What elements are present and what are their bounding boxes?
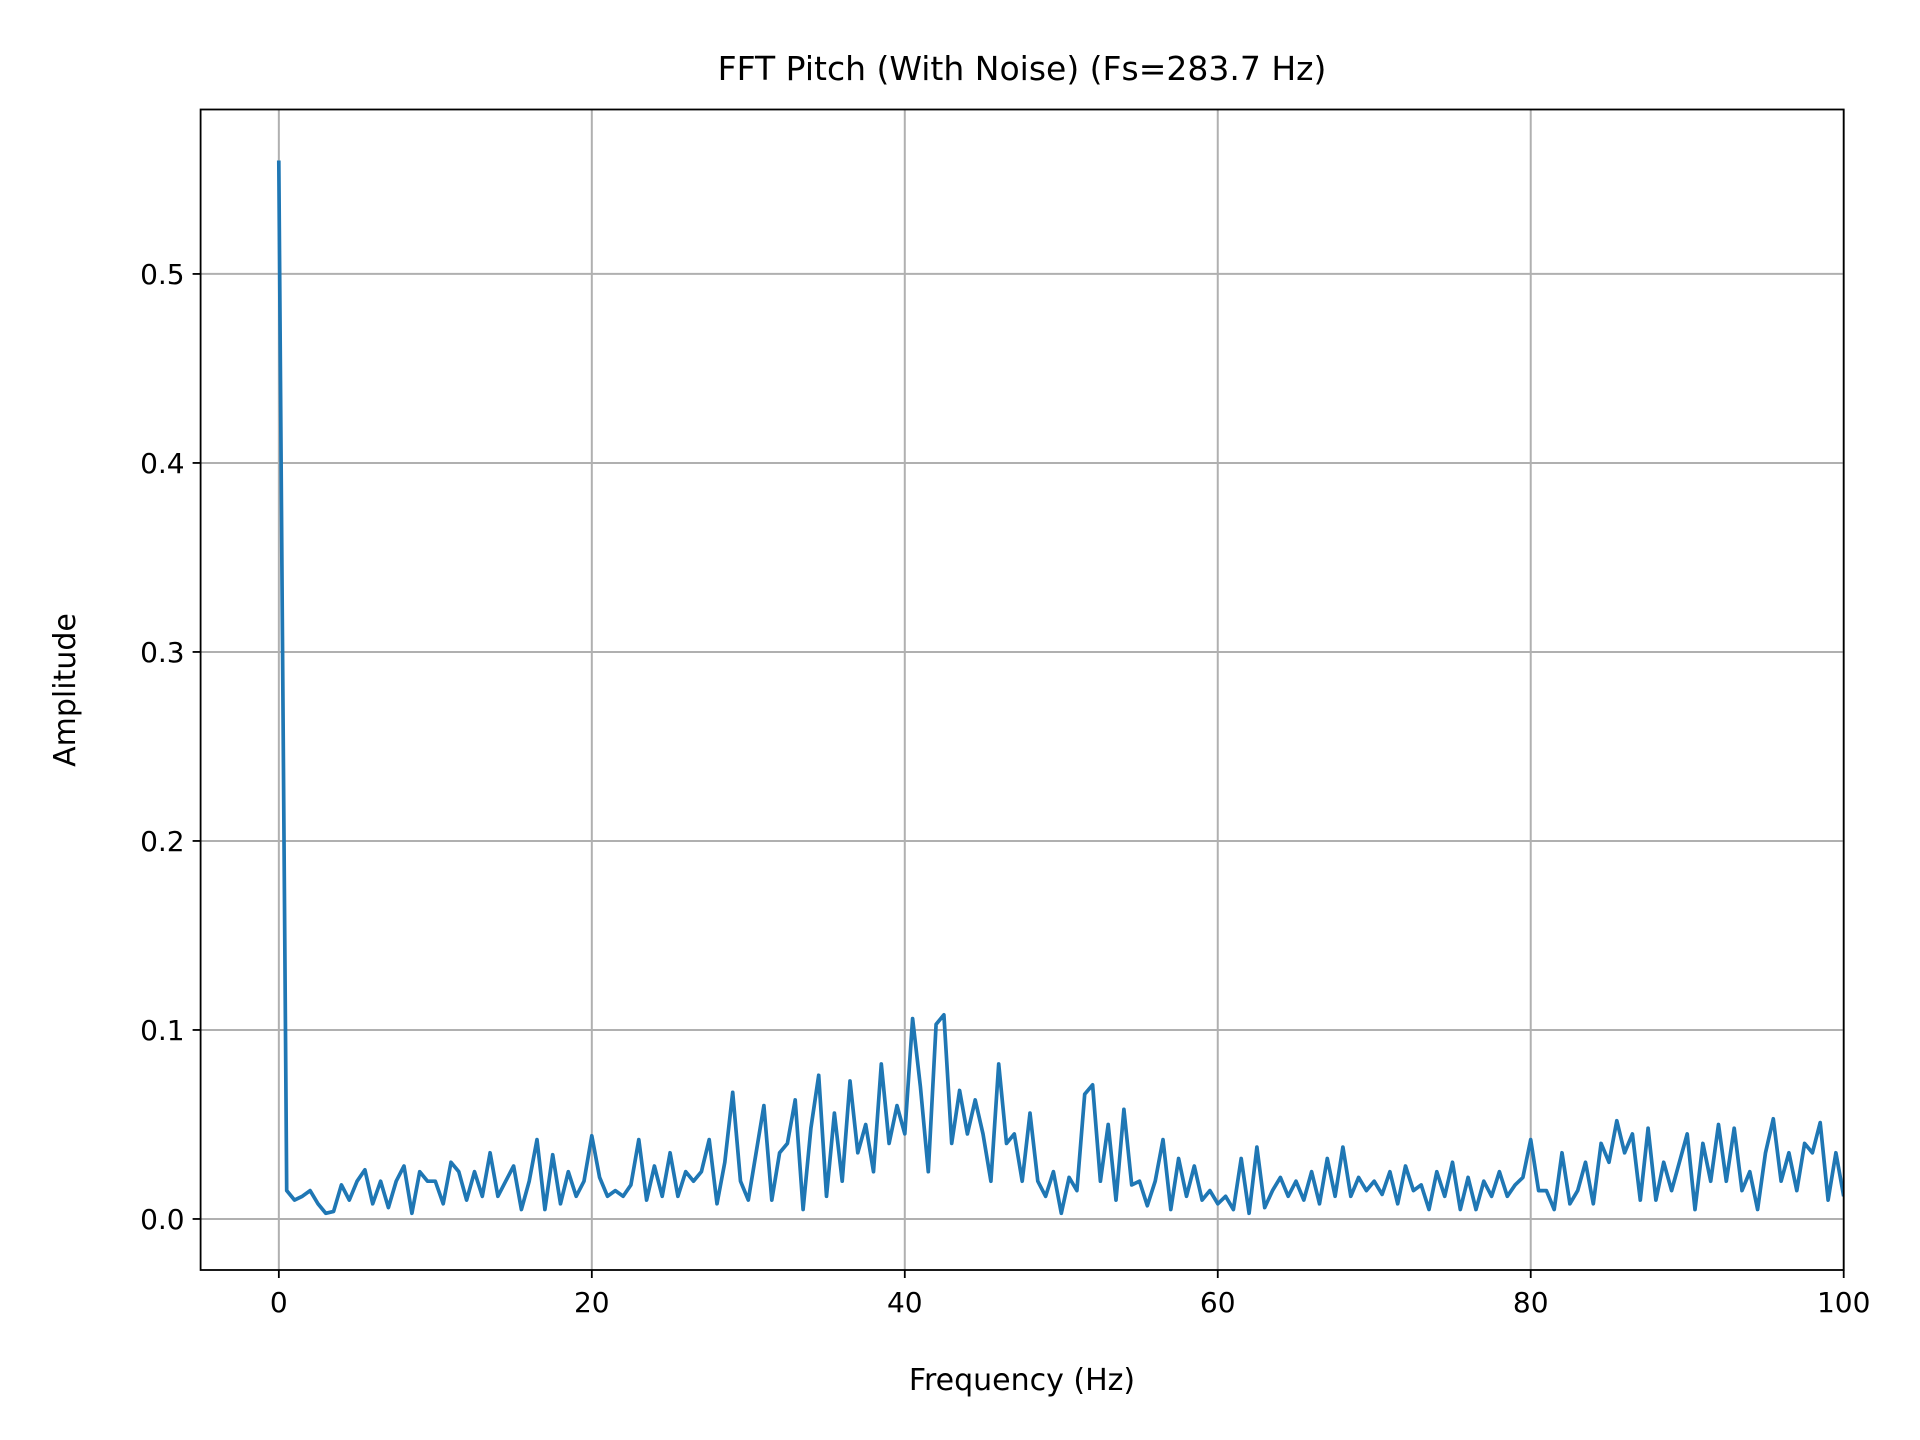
- x-tick-label: 40: [887, 1286, 923, 1319]
- y-tick-label: 0.1: [140, 1014, 185, 1047]
- axes-frame: [199, 108, 1845, 1271]
- series-line: [276, 160, 1844, 1216]
- x-tick-label: 20: [574, 1286, 610, 1319]
- x-tick-label: 0: [270, 1286, 288, 1319]
- y-tick-label: 0.3: [140, 636, 185, 669]
- ticks: 0 20 40 60 80 100 0.0 0.1 0.2 0.3 0.4 0.5: [140, 258, 1870, 1319]
- y-tick-label: 0.4: [140, 447, 185, 480]
- x-tick-label: 100: [1817, 1286, 1870, 1319]
- chart-title: FFT Pitch (With Noise) (Fs=283.7 Hz): [718, 49, 1327, 88]
- x-tick-label: 80: [1513, 1286, 1549, 1319]
- y-axis-label: Amplitude: [48, 613, 83, 767]
- y-tick-label: 0.0: [140, 1203, 185, 1236]
- x-axis-label: Frequency (Hz): [909, 1363, 1135, 1398]
- x-tick-label: 60: [1200, 1286, 1236, 1319]
- y-tick-label: 0.2: [140, 825, 185, 858]
- y-tick-label: 0.5: [140, 258, 185, 291]
